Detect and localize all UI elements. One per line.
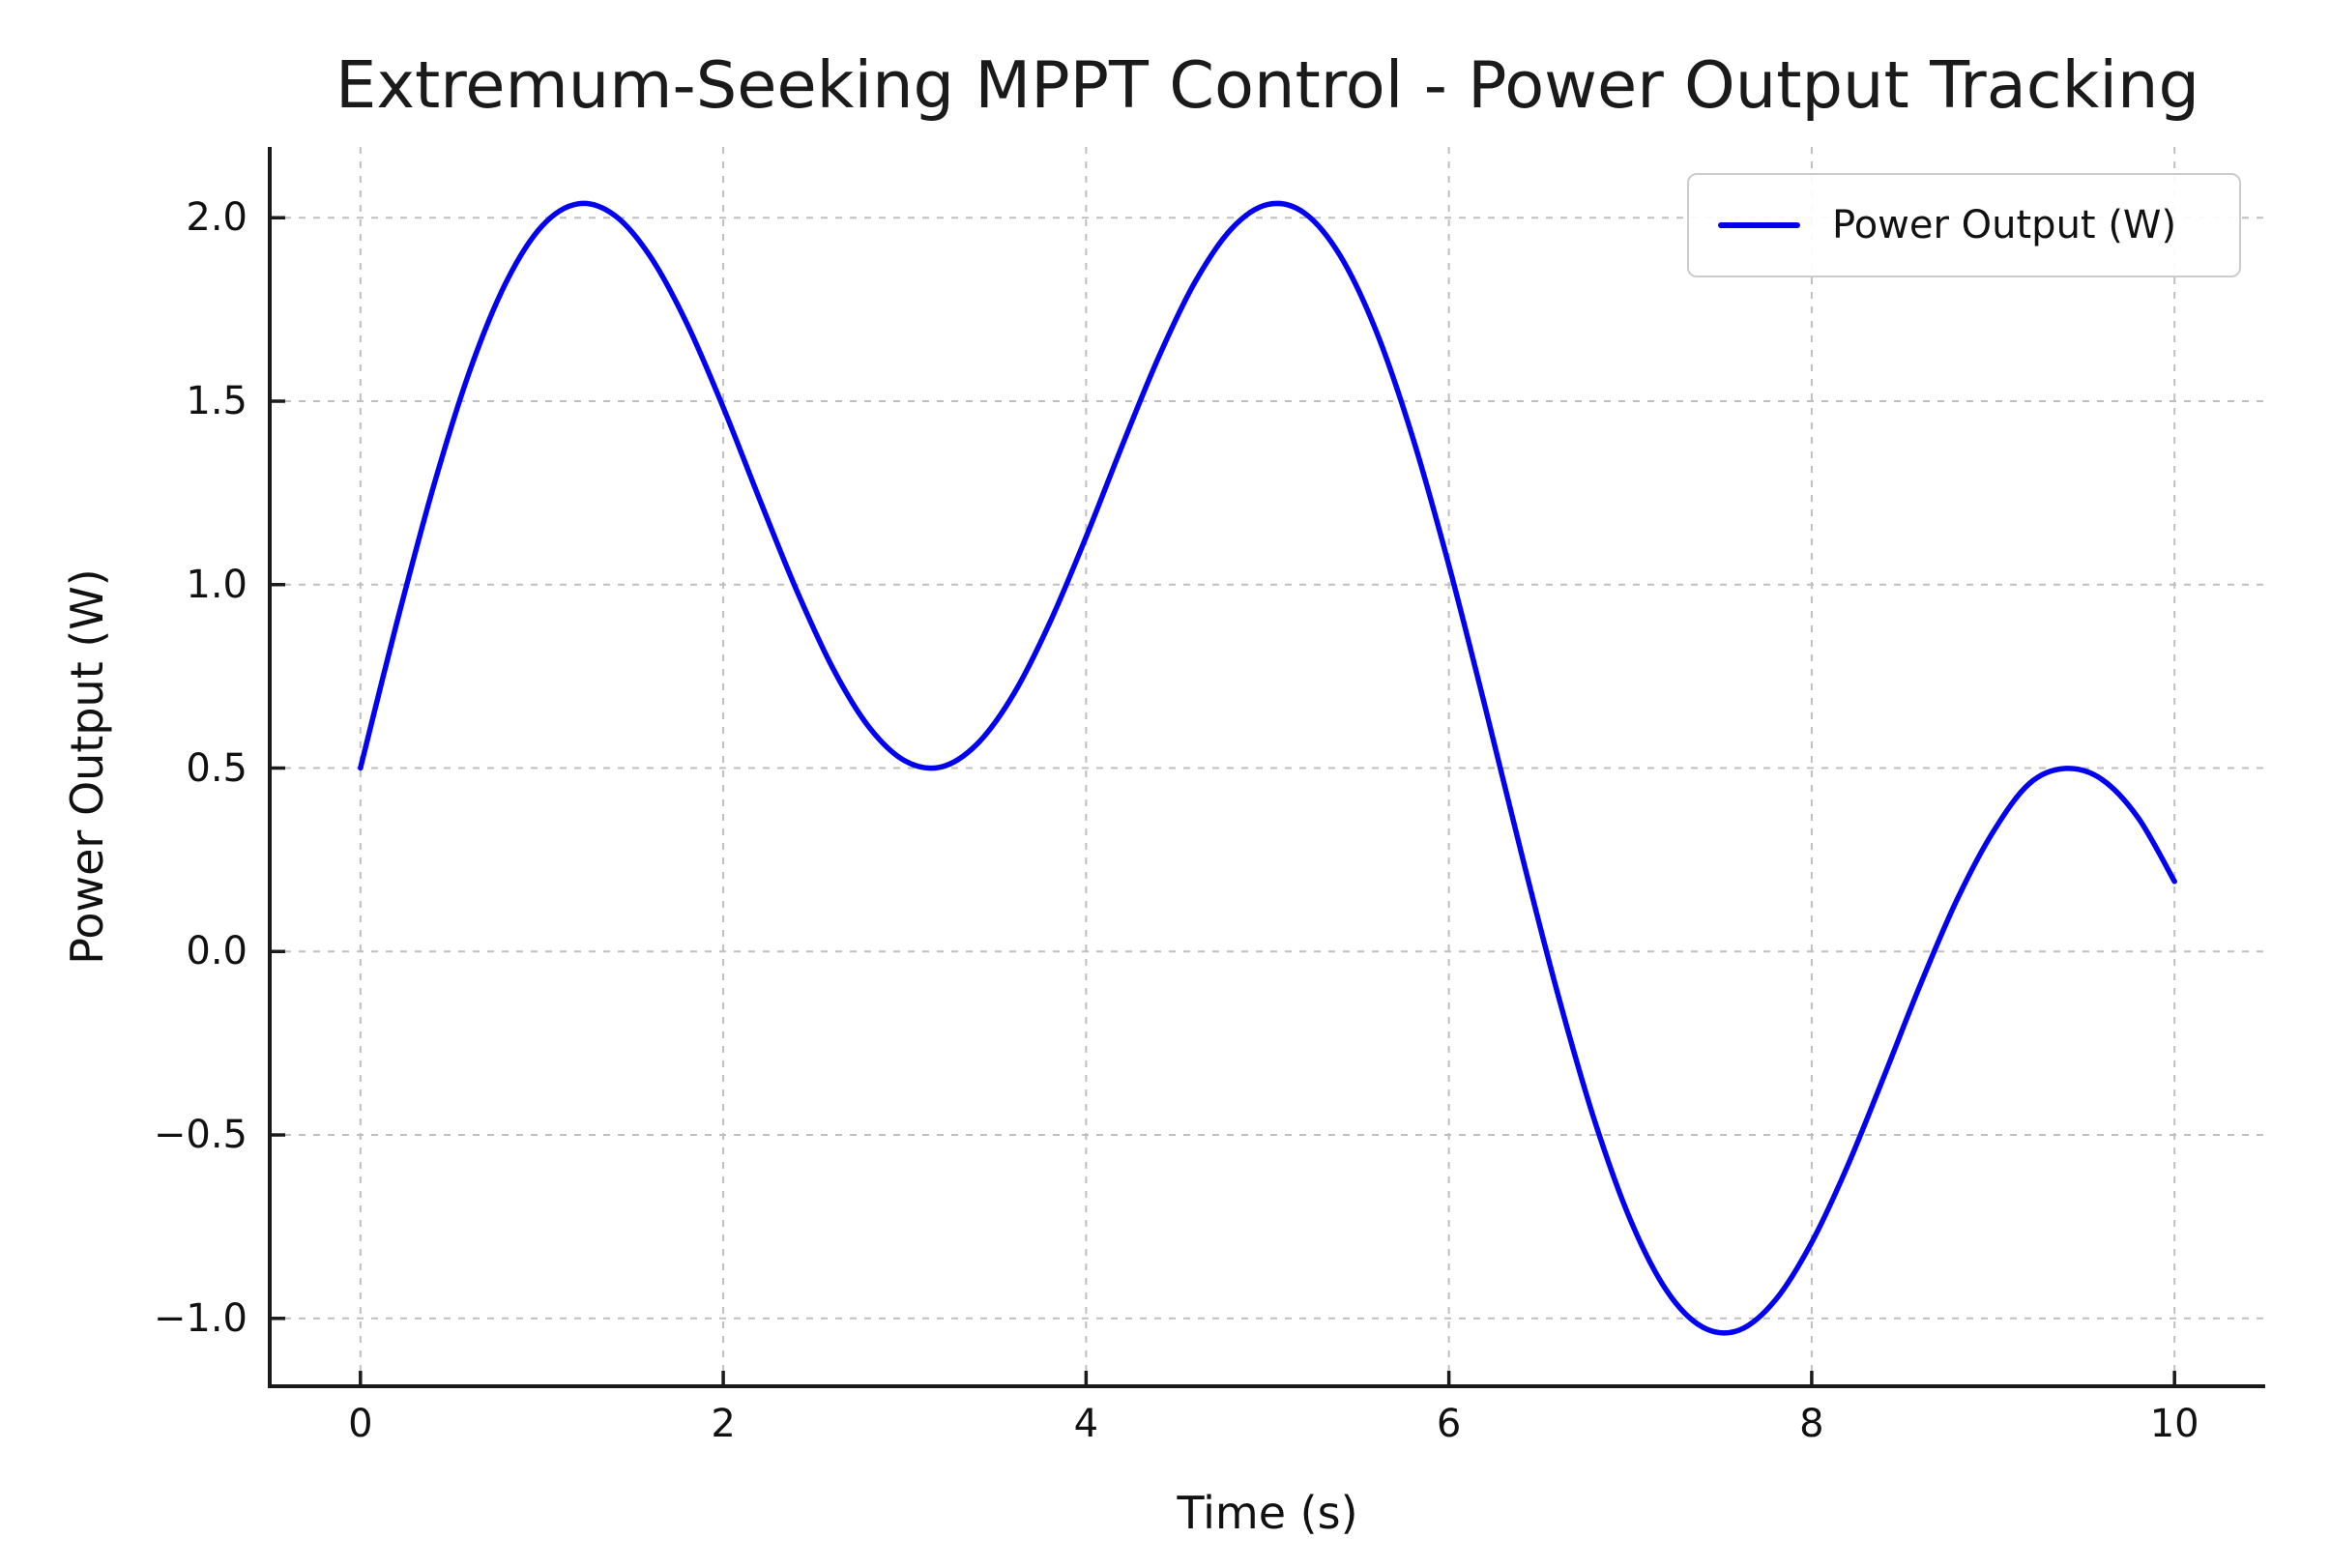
x-tick-label: 4 <box>1073 1402 1099 1446</box>
x-tick-label: 6 <box>1436 1402 1462 1446</box>
legend-line-sample <box>1718 222 1800 228</box>
x-tick-label: 0 <box>348 1402 373 1446</box>
y-tick-label: −1.0 <box>153 1295 248 1341</box>
y-tick-label: 0.5 <box>186 745 248 791</box>
y-tick-label: 1.5 <box>186 379 248 423</box>
y-axis-label: Power Output (W) <box>61 568 113 965</box>
y-tick-label: 2.0 <box>186 195 248 241</box>
y-tick-label: 1.0 <box>186 562 248 607</box>
y-tick-label: 0.0 <box>186 929 248 974</box>
x-tick-label: 8 <box>1799 1402 1824 1446</box>
chart-title: Extremum-Seeking MPPT Control - Power Ou… <box>335 47 2200 123</box>
y-tick-label: −0.5 <box>153 1113 248 1158</box>
x-axis-label: Time (s) <box>1177 1487 1358 1539</box>
x-tick-label: 10 <box>2149 1402 2199 1446</box>
legend: Power Output (W) <box>1687 173 2241 277</box>
power-output-line <box>358 200 2177 1336</box>
x-tick-label: 2 <box>711 1402 736 1446</box>
legend-label: Power Output (W) <box>1832 203 2177 247</box>
